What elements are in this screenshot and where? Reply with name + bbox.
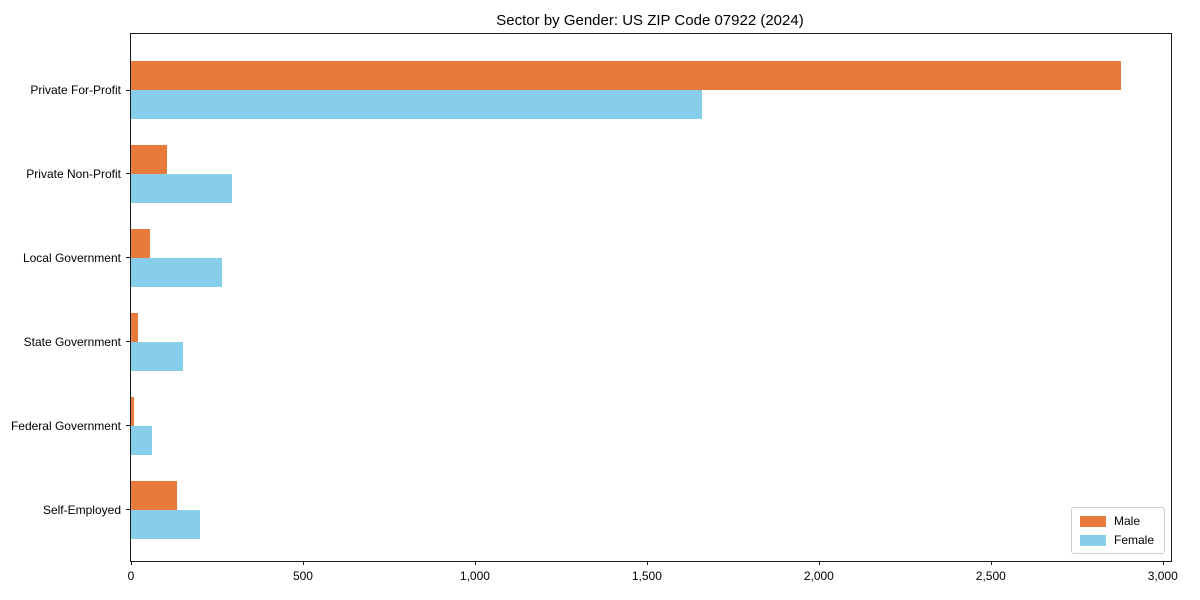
bar-female-5 [131, 509, 200, 539]
bar-male-0 [131, 61, 1122, 90]
x-tick-label: 1,500 [631, 569, 662, 583]
x-tick-mark [990, 561, 992, 565]
plot-area: Private For-Profit Private Non-Profit Loca… [11, 33, 1178, 583]
legend: Male Female [1070, 507, 1165, 554]
bar-male-5 [131, 480, 178, 510]
bar-male-4 [131, 396, 134, 426]
legend-swatch-female [1079, 534, 1106, 546]
x-tick-label: 2,500 [975, 569, 1006, 583]
x-tick-label: 2,000 [803, 569, 834, 583]
y-tick-label: Local Government [22, 250, 121, 265]
y-tick-label: Private For-Profit [30, 83, 121, 97]
x-tick-mark [1162, 561, 1164, 565]
x-tick-mark [818, 561, 820, 565]
bar-male-2 [131, 228, 150, 258]
y-tick-mark [126, 89, 130, 91]
x-tick-label: 500 [292, 569, 313, 583]
bar-female-0 [131, 90, 702, 119]
legend-item-male: Male [1079, 514, 1154, 528]
x-tick-label: 1,000 [459, 569, 490, 583]
y-tick-label: Federal Government [10, 418, 121, 433]
x-tick-mark [646, 561, 648, 565]
y-tick-mark [126, 425, 130, 427]
bar-male-3 [131, 312, 138, 342]
bar-female-1 [131, 173, 233, 203]
legend-swatch-male [1079, 515, 1106, 527]
bar-female-3 [131, 341, 183, 371]
y-tick-label: Private Non-Profit [26, 166, 121, 181]
x-tick-mark [302, 561, 304, 565]
x-tick-mark [131, 561, 132, 565]
bar-male-1 [131, 144, 168, 174]
legend-label: Male [1113, 514, 1140, 528]
chart-title: Sector by Gender: US ZIP Code 07922 (202… [496, 12, 804, 29]
legend-label: Female [1113, 533, 1154, 547]
y-tick-label: State Government [23, 334, 121, 349]
y-tick-mark [126, 341, 130, 343]
x-tick-mark [474, 561, 476, 565]
bar-female-4 [131, 425, 152, 455]
y-tick-mark [126, 173, 130, 175]
bar-female-2 [131, 257, 223, 287]
legend-item-female: Female [1079, 533, 1154, 547]
y-tick-mark [126, 509, 130, 510]
y-tick-mark [126, 257, 130, 259]
x-tick-label: 0 [127, 569, 135, 583]
y-tick-label: Self-Employed [42, 502, 121, 517]
x-tick-label: 3,000 [1147, 569, 1178, 583]
